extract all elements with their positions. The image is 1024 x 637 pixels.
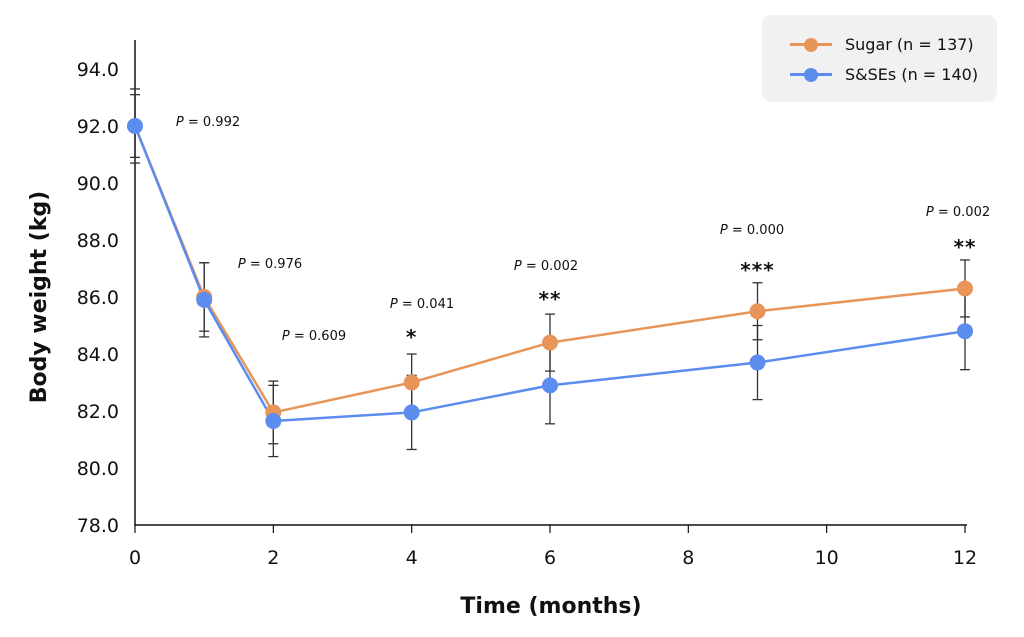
p-value-label: P = 0.002 [926,205,990,220]
p-value-label: P = 0.002 [514,259,578,274]
y-axis-ticks: 78.0 80.0 82.0 84.0 86.0 88.0 90.0 92.0 94.0 [77,59,119,537]
y-tick-label: 92.0 [77,116,119,138]
p-value-label: P = 0.992 [176,115,240,130]
ssess-data-point [957,323,973,340]
p-value-annotations: P = 0.992 P = 0.976 P = 0.609 P = 0.041 * P =… [176,115,990,349]
legend-label-ssess: S&SEs (n = 140) [845,65,979,84]
ssess-data-point [196,291,213,308]
x-axis-ticks: 0 2 4 6 8 10 12 [129,525,977,569]
y-tick-label: 80.0 [77,458,119,480]
legend-label-sugar: Sugar (n = 137) [845,35,974,54]
y-tick-label: 84.0 [77,344,119,366]
y-tick-label: 94.0 [77,59,119,81]
ssess-data-point [749,354,766,371]
sugar-data-point [542,334,558,351]
axes [134,40,967,526]
y-tick-label: 90.0 [77,173,119,195]
p-value-label: P = 0.976 [238,257,302,272]
legend: Sugar (n = 137) S&SEs (n = 140) [762,15,997,102]
sugar-data-point [749,303,766,320]
p-value-label: P = 0.041 [390,297,454,312]
y-tick-label: 82.0 [77,401,119,423]
series-points [127,118,973,429]
ssess-data-point [127,118,143,134]
significance-stars: * [406,325,417,349]
ssess-data-point [542,377,558,394]
y-axis-title: Body weight (kg) [27,191,52,404]
y-tick-label: 78.0 [77,515,119,537]
x-tick-label: 2 [267,547,279,569]
p-value-label: P = 0.609 [282,329,346,344]
y-tick-label: 86.0 [77,287,119,309]
x-tick-label: 10 [815,547,839,569]
legend-item-sugar[interactable]: Sugar (n = 137) [790,35,974,54]
ssess-marker-icon [790,67,832,83]
significance-stars: ** [539,287,562,311]
x-tick-label: 4 [406,547,418,569]
y-tick-label: 88.0 [77,230,119,252]
legend-item-ssess[interactable]: S&SEs (n = 140) [790,65,978,84]
sugar-data-point [403,374,420,391]
x-tick-label: 6 [544,547,556,569]
x-tick-label: 0 [129,547,141,569]
significance-stars: *** [740,258,774,282]
ssess-data-point [265,412,282,429]
x-tick-label: 12 [953,547,977,569]
significance-stars: ** [954,235,977,259]
p-value-label: P = 0.000 [720,223,784,238]
x-axis-title: Time (months) [460,594,641,619]
sugar-data-point [957,280,973,297]
x-tick-label: 8 [682,547,694,569]
sugar-marker-icon [790,37,832,53]
ssess-data-point [403,404,420,421]
